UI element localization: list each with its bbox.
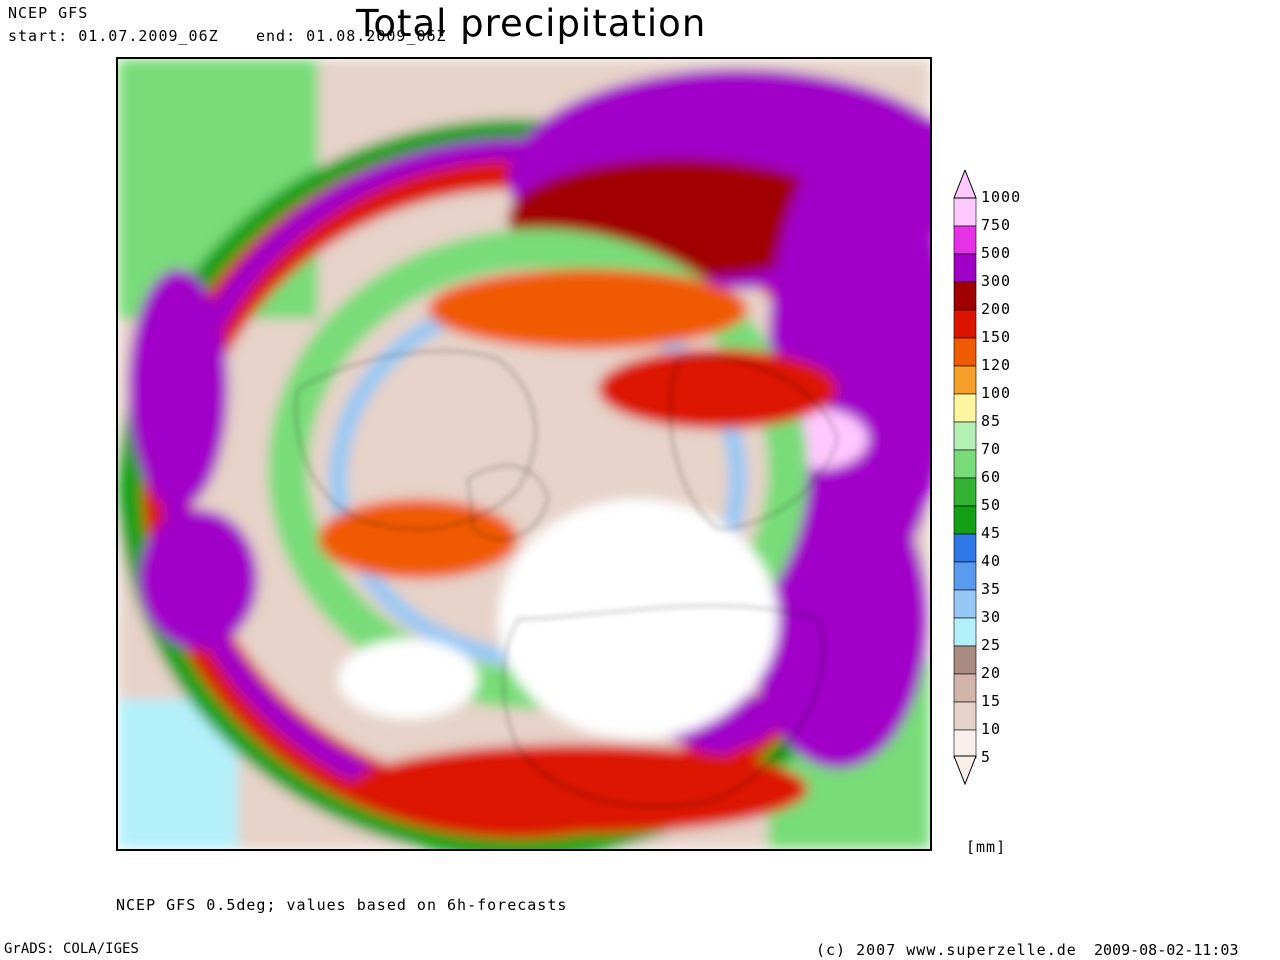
legend-level-label: 30: [981, 608, 1002, 626]
coastlines: [295, 350, 839, 808]
copyright: (c) 2007 www.superzelle.de: [816, 941, 1077, 959]
legend-level-label: 100: [981, 384, 1012, 402]
model-label: NCEP GFS: [8, 4, 89, 22]
legend-level-label: 150: [981, 328, 1012, 346]
colorbar-cell: [953, 281, 977, 311]
colorbar-cell: [953, 701, 977, 731]
software-credit: GrADS: COLA/IGES: [4, 941, 139, 957]
legend-level-label: 5: [981, 748, 992, 766]
legend-level-label: 60: [981, 468, 1002, 486]
colorbar-top-arrow: [953, 170, 977, 199]
colorbar-cell: [953, 197, 977, 227]
colorbar-cell: [953, 617, 977, 647]
colorbar-cell: [953, 253, 977, 283]
legend-level-label: 45: [981, 524, 1002, 542]
legend-level-label: 500: [981, 244, 1012, 262]
legend-level-label: 200: [981, 300, 1012, 318]
legend-level-label: 120: [981, 356, 1012, 374]
colorbar-cell: [953, 477, 977, 507]
map-canvas: [118, 59, 930, 849]
legend-level-label: 20: [981, 664, 1002, 682]
legend-level-label: 50: [981, 496, 1002, 514]
legend-level-label: 1000: [981, 188, 1022, 206]
footnote: NCEP GFS 0.5deg; values based on 6h-fore…: [116, 896, 568, 914]
legend-level-label: 10: [981, 720, 1002, 738]
timestamp: 2009-08-02-11:03: [1094, 941, 1239, 959]
colorbar-cell: [953, 533, 977, 563]
colorbar-cell: [953, 449, 977, 479]
colorbar-cell: [953, 225, 977, 255]
colorbar-bottom-arrow: [953, 755, 977, 785]
legend-level-label: 40: [981, 552, 1002, 570]
legend-level-label: 15: [981, 692, 1002, 710]
colorbar-cell: [953, 729, 977, 759]
legend-level-label: 300: [981, 272, 1012, 290]
colorbar-cell: [953, 309, 977, 339]
legend-level-label: 25: [981, 636, 1002, 654]
colorbar-cell: [953, 589, 977, 619]
legend-level-label: 35: [981, 580, 1002, 598]
start-date-label: start: 01.07.2009_06Z: [8, 27, 219, 45]
legend-level-label: 85: [981, 412, 1002, 430]
legend-level-label: 750: [981, 216, 1012, 234]
colorbar-cell: [953, 337, 977, 367]
colorbar-cell: [953, 505, 977, 535]
unit-label: [mm]: [966, 838, 1007, 856]
colorbar-cell: [953, 673, 977, 703]
end-date-label: end: 01.08.2009_06Z: [256, 27, 447, 45]
legend-level-label: 70: [981, 440, 1002, 458]
precipitation-field: [118, 59, 930, 849]
colorbar-cell: [953, 421, 977, 451]
colorbar-cell: [953, 561, 977, 591]
map-title: Total precipitation: [356, 2, 707, 45]
colorbar-cell: [953, 365, 977, 395]
colorbar-cell: [953, 393, 977, 423]
colorbar-cell: [953, 645, 977, 675]
colorbar: [953, 170, 977, 785]
precipitation-map[interactable]: [116, 57, 932, 851]
